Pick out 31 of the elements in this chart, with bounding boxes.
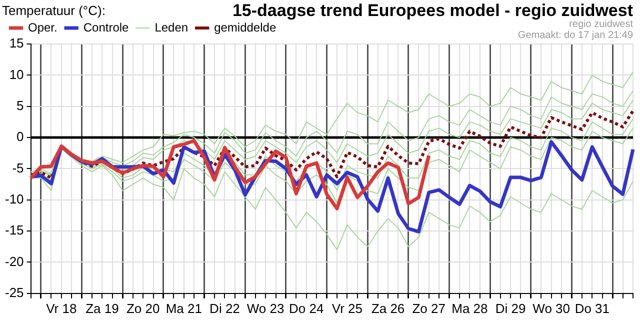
x-tick-label: Wo 23 xyxy=(246,300,284,316)
y-tick-label: -10 xyxy=(4,191,24,206)
x-tick-label: Do 24 xyxy=(289,300,324,316)
text: Gemaakt: do 17 jan 21:49 xyxy=(518,30,633,41)
y-tick-label: -5 xyxy=(12,160,24,176)
x-tick-label: Ma 28 xyxy=(452,300,488,316)
x-tick-label: Ma 21 xyxy=(166,300,202,316)
y-tick-label: 10 xyxy=(9,66,24,82)
y-tick-label: 0 xyxy=(16,129,24,144)
y-tick-label: 15 xyxy=(9,36,24,51)
legend-label: Leden xyxy=(154,20,188,34)
x-tick-label: Di 22 xyxy=(210,300,240,316)
legend-label: Controle xyxy=(83,20,130,34)
x-tick-label: Vr 25 xyxy=(332,300,362,316)
x-tick-label: Zo 27 xyxy=(412,300,446,316)
legend-label: gemiddelde xyxy=(214,20,276,34)
text: regio zuidwest xyxy=(568,19,633,30)
x-tick-label: Wo 30 xyxy=(532,300,570,316)
x-tick-label: Vr 18 xyxy=(46,300,77,316)
y-tick-label: -15 xyxy=(4,222,24,238)
x-tick-label: Za 26 xyxy=(371,300,405,316)
y-axis-title: Temperatuur (°C): xyxy=(2,3,106,18)
x-tick-label: Za 19 xyxy=(86,300,119,316)
y-tick-label: -25 xyxy=(4,284,24,300)
y-tick-label: -20 xyxy=(4,254,24,269)
y-tick-label: 5 xyxy=(16,98,24,113)
x-tick-label: Do 31 xyxy=(574,300,610,316)
x-tick-label: Di 29 xyxy=(495,300,526,316)
x-tick-label: Zo 20 xyxy=(126,300,160,316)
legend-label: Oper. xyxy=(28,20,58,34)
chart-title: 15-daagse trend Europees model - regio zuidwest xyxy=(232,1,633,20)
